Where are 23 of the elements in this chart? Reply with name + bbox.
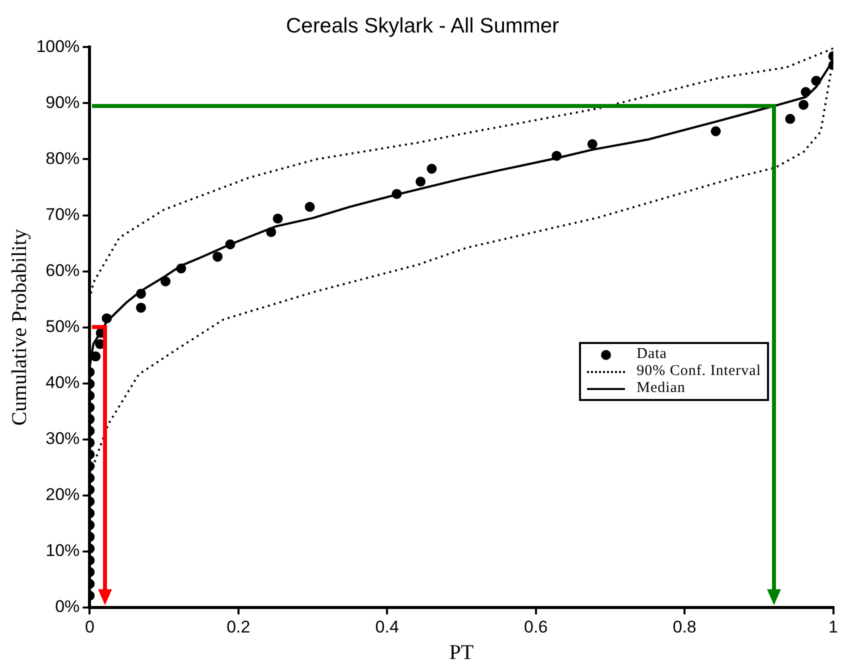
- legend-label: 90% Conf. Interval: [636, 363, 761, 380]
- y-tick-label: 30%: [46, 429, 80, 448]
- y-tick-label: 50%: [46, 316, 80, 336]
- y-tick-label: 90%: [46, 92, 80, 112]
- legend-label: Median: [636, 380, 686, 397]
- y-tick-label: 40%: [46, 373, 80, 392]
- x-tick-label: 0: [84, 617, 94, 636]
- y-axis-title: Cumulative Probability: [7, 228, 32, 426]
- x-tick-label: 0.8: [672, 617, 696, 636]
- x-tick-label: 0.4: [375, 617, 399, 636]
- chart-title: Cereals Skylark - All Summer: [286, 14, 560, 38]
- y-tick-label: 10%: [46, 541, 80, 560]
- x-tick-label: 0.2: [226, 617, 250, 636]
- y-tick-label: 60%: [46, 260, 80, 280]
- legend-label: Data: [636, 346, 667, 363]
- y-tick-label: 80%: [46, 148, 80, 168]
- y-tick-label: 100%: [36, 36, 80, 56]
- y-tick-label: 70%: [46, 204, 80, 224]
- x-axis-title: PT: [449, 640, 474, 664]
- y-tick-label: 20%: [46, 485, 80, 504]
- x-tick-label: 0.6: [524, 617, 548, 636]
- x-tick-label: 1: [828, 617, 838, 636]
- y-tick-label: 0%: [55, 597, 80, 616]
